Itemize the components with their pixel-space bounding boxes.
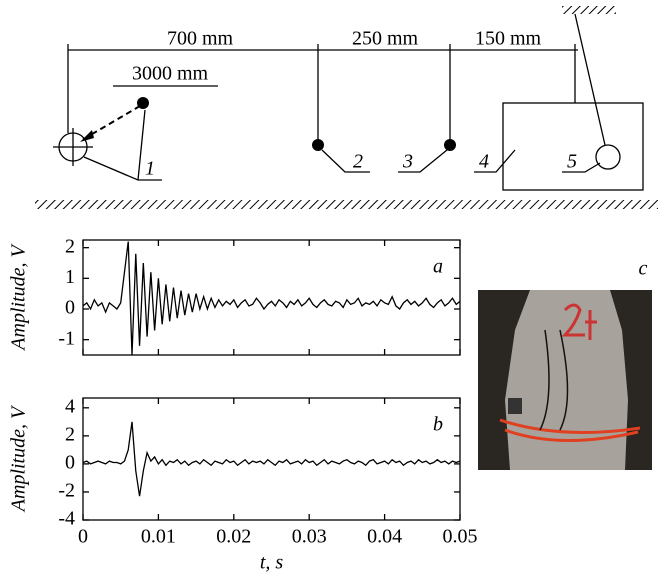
x-tick-label: 0.04 xyxy=(367,526,402,548)
y-tick-label: 0 xyxy=(65,297,75,319)
y-tick-label: 2 xyxy=(65,235,75,257)
leader xyxy=(321,149,370,173)
plot-frame xyxy=(82,239,461,356)
x-tick-label: 0.05 xyxy=(443,526,478,548)
box xyxy=(502,102,644,191)
strap xyxy=(499,418,641,442)
sensor xyxy=(595,144,621,170)
ceiling-hatch xyxy=(562,6,616,14)
y-tick-label: -4 xyxy=(58,508,75,530)
part-label: 3 xyxy=(402,151,413,173)
y-tick-label: 0 xyxy=(65,452,75,474)
y-axis-label: Amplitude, V xyxy=(8,243,30,352)
sensor xyxy=(312,139,324,151)
dimension: 3000 mm xyxy=(132,63,209,85)
panel-label: a xyxy=(433,256,443,278)
signal-line xyxy=(82,241,461,356)
part-label: 1 xyxy=(145,158,155,180)
dimension: 700 mm xyxy=(167,28,234,50)
signal-line xyxy=(82,421,461,497)
wire xyxy=(574,13,606,146)
y-tick-label: -2 xyxy=(58,480,75,502)
x-tick-label: 0.03 xyxy=(292,526,327,548)
arrow-head xyxy=(80,130,94,142)
x-tick-label: 0.02 xyxy=(216,526,251,548)
panel-label: c xyxy=(639,258,648,280)
sensor xyxy=(444,139,456,151)
leader xyxy=(562,162,601,173)
part-label: 2 xyxy=(353,151,363,173)
dimension: 250 mm xyxy=(352,28,419,50)
panel-label: b xyxy=(433,414,443,436)
dimension: 150 mm xyxy=(475,28,542,50)
x-tick-label: 0.01 xyxy=(141,526,176,548)
floor-hatch xyxy=(35,200,658,209)
leader xyxy=(474,149,516,173)
part-label: 4 xyxy=(479,151,489,173)
part-label: 5 xyxy=(567,151,577,173)
sensor xyxy=(508,398,522,414)
arrow xyxy=(81,105,141,141)
cable xyxy=(539,329,569,431)
y-tick-label: -1 xyxy=(58,327,75,349)
x-axis-label: t, s xyxy=(260,552,284,574)
photo: c xyxy=(478,258,652,470)
leader xyxy=(398,149,448,173)
marking xyxy=(561,303,597,340)
y-axis-label: Amplitude, V xyxy=(8,404,30,513)
y-tick-label: 2 xyxy=(65,423,75,445)
setup-diagram: 700 mm 250 mm 150 mm 3000 mm 1 2 3 4 5 xyxy=(35,6,658,209)
x-tick-label: 0 xyxy=(78,526,88,548)
y-tick-label: 4 xyxy=(65,395,75,417)
plot-frame xyxy=(82,397,461,521)
leader xyxy=(83,109,162,181)
y-tick-label: 1 xyxy=(65,266,75,288)
